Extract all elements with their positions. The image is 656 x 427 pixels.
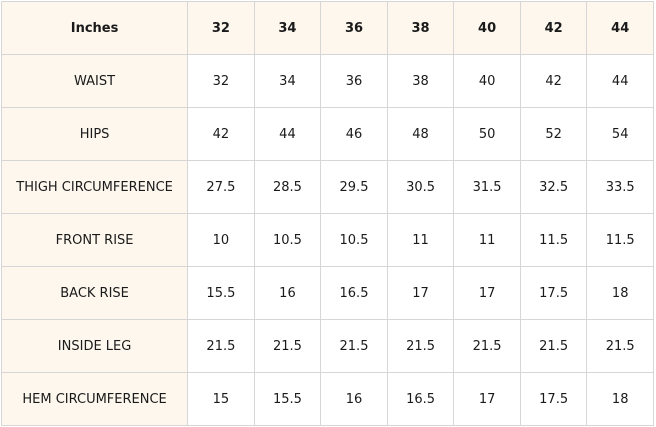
measurement-cell: 11.5 xyxy=(586,213,654,267)
row-label-cell: BACK RISE xyxy=(0,266,189,320)
measurement-cell: 11.5 xyxy=(519,213,588,267)
measurement-cell: 18 xyxy=(586,372,654,426)
measurement-cell: 48 xyxy=(386,107,455,161)
header-size-cell: 36 xyxy=(320,1,388,55)
measurement-cell: 21.5 xyxy=(253,319,322,373)
measurement-cell: 17.5 xyxy=(519,266,588,320)
measurement-cell: 31.5 xyxy=(453,160,521,214)
header-size-cell: 44 xyxy=(586,1,654,55)
measurement-cell: 17.5 xyxy=(519,372,588,426)
measurement-cell: 21.5 xyxy=(187,319,255,373)
measurement-cell: 11 xyxy=(386,213,455,267)
measurement-cell: 44 xyxy=(253,107,322,161)
row-label-cell: INSIDE LEG xyxy=(0,319,189,373)
measurement-cell: 34 xyxy=(253,54,322,108)
measurement-cell: 17 xyxy=(453,372,521,426)
header-size-cell: 32 xyxy=(187,1,255,55)
measurement-cell: 10.5 xyxy=(253,213,322,267)
table-row: INSIDE LEG 21.5 21.5 21.5 21.5 21.5 21.5 21.5 xyxy=(0,319,654,373)
measurement-cell: 21.5 xyxy=(519,319,588,373)
measurement-cell: 33.5 xyxy=(586,160,654,214)
measurement-cell: 21.5 xyxy=(453,319,521,373)
header-size-cell: 40 xyxy=(453,1,521,55)
measurement-cell: 30.5 xyxy=(386,160,455,214)
measurement-cell: 16 xyxy=(253,266,322,320)
measurement-cell: 21.5 xyxy=(320,319,388,373)
table-header: Inches 32 34 36 38 40 42 44 xyxy=(0,1,654,55)
measurement-cell: 16.5 xyxy=(386,372,455,426)
measurement-cell: 54 xyxy=(586,107,654,161)
header-size-cell: 34 xyxy=(253,1,322,55)
measurement-cell: 42 xyxy=(187,107,255,161)
measurement-cell: 18 xyxy=(586,266,654,320)
header-size-cell: 38 xyxy=(386,1,455,55)
table-body: WAIST 32 34 36 38 40 42 44 HIPS 42 44 46 48 50 52 54 THI… xyxy=(0,54,654,426)
measurement-cell: 52 xyxy=(519,107,588,161)
measurement-cell: 10.5 xyxy=(320,213,388,267)
measurement-cell: 17 xyxy=(386,266,455,320)
row-label-cell: HEM CIRCUMFERENCE xyxy=(0,372,189,426)
table-row: BACK RISE 15.5 16 16.5 17 17 17.5 18 xyxy=(0,266,654,320)
measurement-cell: 10 xyxy=(187,213,255,267)
table-row: FRONT RISE 10 10.5 10.5 11 11 11.5 11.5 xyxy=(0,213,654,267)
table-row: WAIST 32 34 36 38 40 42 44 xyxy=(0,54,654,108)
measurement-cell: 16 xyxy=(320,372,388,426)
measurement-cell: 32.5 xyxy=(519,160,588,214)
row-label-cell: FRONT RISE xyxy=(0,213,189,267)
measurement-cell: 15.5 xyxy=(253,372,322,426)
row-label-cell: THIGH CIRCUMFERENCE xyxy=(0,160,189,214)
table-row: THIGH CIRCUMFERENCE 27.5 28.5 29.5 30.5 31.5 3… xyxy=(0,160,654,214)
header-corner-cell: Inches xyxy=(0,1,189,55)
header-row: Inches 32 34 36 38 40 42 44 xyxy=(0,1,654,55)
measurement-cell: 46 xyxy=(320,107,388,161)
measurement-cell: 15.5 xyxy=(187,266,255,320)
measurement-cell: 36 xyxy=(320,54,388,108)
row-label-cell: HIPS xyxy=(0,107,189,161)
measurement-cell: 50 xyxy=(453,107,521,161)
measurement-cell: 38 xyxy=(386,54,455,108)
measurement-cell: 28.5 xyxy=(253,160,322,214)
measurement-cell: 21.5 xyxy=(586,319,654,373)
measurement-cell: 42 xyxy=(519,54,588,108)
measurement-cell: 32 xyxy=(187,54,255,108)
measurement-cell: 15 xyxy=(187,372,255,426)
measurement-cell: 17 xyxy=(453,266,521,320)
measurement-cell: 16.5 xyxy=(320,266,388,320)
table-row: HIPS 42 44 46 48 50 52 54 xyxy=(0,107,654,161)
measurement-cell: 11 xyxy=(453,213,521,267)
measurement-cell: 44 xyxy=(586,54,654,108)
measurement-cell: 40 xyxy=(453,54,521,108)
measurement-cell: 27.5 xyxy=(187,160,255,214)
header-size-cell: 42 xyxy=(519,1,588,55)
row-label-cell: WAIST xyxy=(0,54,189,108)
measurement-cell: 29.5 xyxy=(320,160,388,214)
measurement-cell: 21.5 xyxy=(386,319,455,373)
table-row: HEM CIRCUMFERENCE 15 15.5 16 16.5 17 17.5 18 xyxy=(0,372,654,426)
